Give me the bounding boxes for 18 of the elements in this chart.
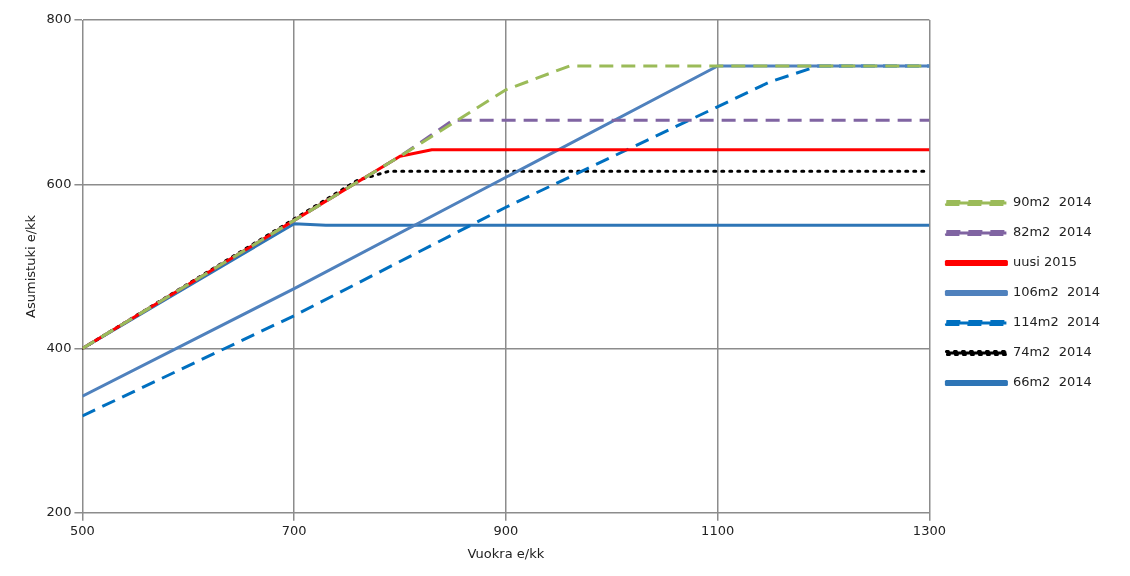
x-tick-label: 700 xyxy=(281,522,307,538)
legend-label: 82m2 2014 xyxy=(1012,224,1092,240)
legend-label: 74m2 2014 xyxy=(1012,344,1092,360)
y-axis-title: Asumistuki e/kk xyxy=(23,214,39,318)
legend-label: 90m2 2014 xyxy=(1012,194,1092,210)
x-tick-label: 900 xyxy=(493,522,519,538)
x-tick-label: 1100 xyxy=(701,522,735,538)
legend-label: 66m2 2014 xyxy=(1012,374,1092,390)
y-tick-label: 800 xyxy=(46,11,72,27)
y-tick-label: 600 xyxy=(46,175,72,191)
legend-label: 106m2 2014 xyxy=(1012,284,1101,300)
x-tick-label: 1300 xyxy=(912,522,946,538)
x-axis-title: Vuokra e/kk xyxy=(467,545,545,561)
y-tick-label: 400 xyxy=(46,339,72,355)
legend-label: uusi 2015 xyxy=(1012,254,1077,270)
x-tick-label: 500 xyxy=(70,522,95,538)
legend-label: 114m2 2014 xyxy=(1012,314,1101,330)
y-tick-label: 200 xyxy=(46,504,72,520)
